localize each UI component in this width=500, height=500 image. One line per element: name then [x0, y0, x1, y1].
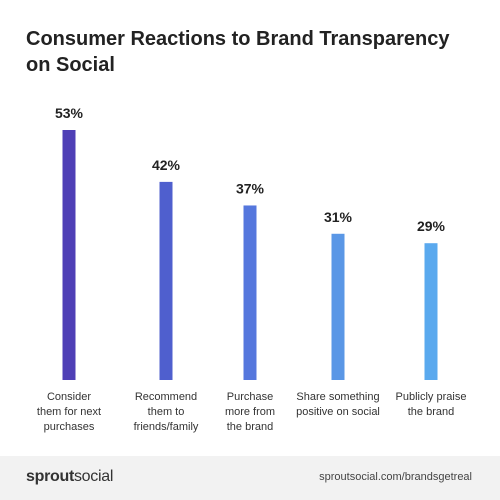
category-label-line: purchases: [43, 421, 95, 433]
bar-value-label-2: 42%: [152, 157, 181, 173]
sproutsocial-logo: sproutsocial: [26, 468, 113, 486]
bar-value-label-1: 53%: [55, 105, 84, 121]
bar-1: [62, 130, 76, 380]
category-label-line: them for next: [36, 406, 102, 418]
category-label-2: Recommend them to friends/family: [116, 390, 216, 435]
bar-4: [331, 233, 345, 380]
category-label-1: Consider them for next purchases: [19, 390, 119, 435]
category-label-line: Consider: [46, 391, 92, 403]
chart-title: Consumer Reactions to Brand Transparency…: [26, 26, 466, 78]
category-label-line: positive on social: [296, 406, 380, 418]
footer: sproutsocial sproutsocial.com/brandsgetr…: [0, 456, 500, 500]
category-label-line: Recommend: [134, 391, 198, 403]
category-label-line: more from: [224, 406, 276, 418]
chart-title-line-2: on Social: [26, 54, 115, 76]
category-label-line: them to: [147, 406, 185, 418]
category-label-line: the brand: [407, 406, 455, 418]
category-label-3: Purchase more from the brand: [200, 390, 300, 435]
bar-3: [243, 205, 257, 380]
category-label-4: Share something positive on social: [288, 390, 388, 420]
category-label-line: Purchase: [226, 391, 274, 403]
chart-title-line-1: Consumer Reactions to Brand Transparency: [26, 28, 450, 50]
brand-bold: sprout: [26, 468, 74, 485]
bar-value-label-3: 37%: [236, 180, 265, 196]
bar-value-label-5: 29%: [417, 218, 446, 234]
category-label-line: the brand: [226, 421, 274, 433]
category-label-5: Publicly praise the brand: [381, 390, 481, 420]
bar-2: [159, 181, 173, 380]
bar-5: [424, 243, 438, 380]
bar-value-label-4: 31%: [324, 209, 353, 225]
bar-chart: 53% 42% 37% 31% 29%: [55, 105, 446, 380]
category-label-line: Publicly praise: [395, 391, 467, 403]
category-label-line: Share something: [296, 391, 380, 403]
brand-light: social: [73, 468, 114, 485]
source-url: sproutsocial.com/brandsgetreal: [319, 471, 472, 483]
category-label-line: friends/family: [133, 421, 199, 433]
